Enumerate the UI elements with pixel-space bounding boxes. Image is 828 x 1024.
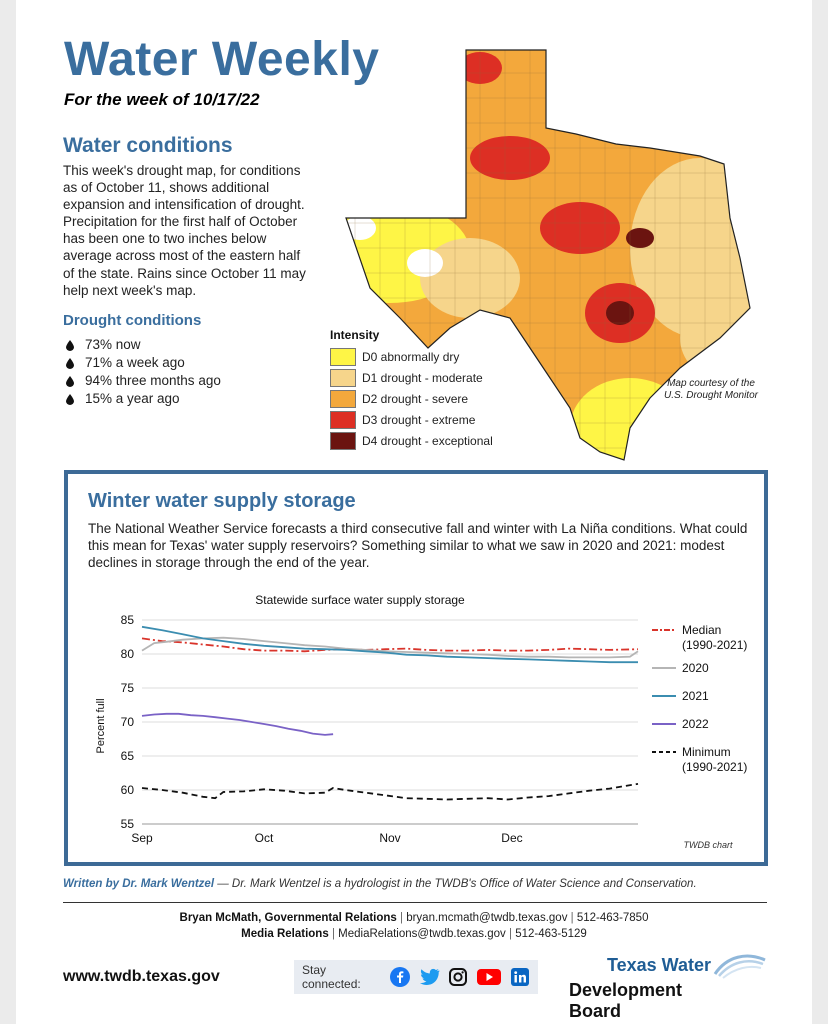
storage-heading: Winter water supply storage xyxy=(88,490,356,512)
twitter-icon[interactable] xyxy=(418,967,440,987)
stat-text: 73% now xyxy=(85,337,141,352)
storage-section: Winter water supply storage The National… xyxy=(64,470,768,866)
chart-grid xyxy=(142,619,638,825)
conditions-body: This week's drought map, for conditions … xyxy=(63,163,306,298)
series-line xyxy=(141,783,639,801)
legend-item-d1: D1 drought - moderate xyxy=(330,367,493,388)
separator: | xyxy=(400,912,403,924)
contact-phone: 512-463-7850 xyxy=(576,912,649,924)
instagram-icon[interactable] xyxy=(448,967,468,987)
drought-heading: Drought conditions xyxy=(63,312,202,329)
legend-label: 2021 xyxy=(682,689,709,703)
separator: | xyxy=(331,928,335,940)
linkedin-icon[interactable] xyxy=(510,967,530,987)
legend-item-d3: D3 drought - extreme xyxy=(330,409,493,430)
facebook-icon[interactable] xyxy=(390,967,410,987)
droplet-icon xyxy=(63,339,77,351)
legend-label: D1 drought - moderate xyxy=(362,370,483,385)
x-tick-label: Dec xyxy=(501,831,522,845)
series-line xyxy=(141,637,639,653)
author-note: — Dr. Mark Wentzel is a hydrologist in t… xyxy=(214,878,697,890)
legend-label: 2020 xyxy=(682,661,709,675)
list-item: 71% a week ago xyxy=(63,354,221,372)
legend-item-d2: D2 drought - severe xyxy=(330,388,493,409)
logo-line2: Development Board xyxy=(569,980,683,1021)
map-legend: Intensity D0 abnormally dry D1 drought -… xyxy=(330,328,493,451)
legend-item-d0: D0 abnormally dry xyxy=(330,346,493,367)
droplet-icon xyxy=(63,357,77,369)
x-tick-label: Nov xyxy=(379,831,400,845)
youtube-icon[interactable] xyxy=(476,967,502,987)
series-line xyxy=(141,625,638,664)
drought-stats-list: 73% now 71% a week ago 94% three months … xyxy=(63,336,221,408)
separator: | xyxy=(509,928,512,940)
contact-phone: 512-463-5129 xyxy=(515,928,587,940)
page-title: Water Weekly xyxy=(64,33,380,86)
chart-series xyxy=(141,625,639,801)
chart-yticks: 55 60 65 70 75 80 85 xyxy=(121,613,135,831)
series-line xyxy=(141,636,639,659)
contact-name: Bryan McMath, Governmental Relations xyxy=(179,912,397,924)
logo-line1: Texas Water xyxy=(606,955,711,975)
legend-label: D3 drought - extreme xyxy=(362,412,476,427)
y-tick-label: 55 xyxy=(121,817,135,831)
contact-email-link[interactable]: MediaRelations@twdb.texas.gov xyxy=(338,928,506,940)
droplet-icon xyxy=(63,393,77,405)
x-tick-label: Oct xyxy=(255,831,274,845)
social-bar: Stay connected: xyxy=(294,960,538,994)
stay-connected-label: Stay connected: xyxy=(302,963,361,991)
list-item: 15% a year ago xyxy=(63,390,221,408)
map-credit: Map courtesy of the U.S. Drought Monitor xyxy=(664,378,758,401)
y-tick-label: 80 xyxy=(121,647,135,661)
separator: | xyxy=(570,912,574,924)
droplet-icon xyxy=(63,375,77,387)
legend-title: Intensity xyxy=(330,328,380,342)
twdb-logo: Texas Water Development Board xyxy=(569,950,769,1021)
y-tick-label: 75 xyxy=(121,681,135,695)
conditions-heading: Water conditions xyxy=(63,134,233,157)
y-tick-label: 60 xyxy=(121,783,135,797)
divider xyxy=(63,902,767,903)
chart-credit: TWDB chart xyxy=(683,840,733,850)
chart-legend: Median(1990-2021)202020212022Minimum(199… xyxy=(652,623,747,774)
legend-label: (1990-2021) xyxy=(682,760,747,774)
stat-text: 15% a year ago xyxy=(85,391,180,406)
y-tick-label: 85 xyxy=(121,613,135,627)
contact-governmental: Bryan McMath, Governmental Relations | b… xyxy=(16,912,812,924)
storage-body: The National Weather Service forecasts a… xyxy=(88,521,748,570)
legend-label: 2022 xyxy=(682,717,709,731)
legend-label: D0 abnormally dry xyxy=(362,349,460,364)
page-subtitle: For the week of 10/17/22 xyxy=(64,90,260,109)
series-line xyxy=(141,712,334,736)
author-line: Written by Dr. Mark Wentzel — Dr. Mark W… xyxy=(63,878,697,890)
storage-chart: Statewide surface water supply storage P… xyxy=(95,593,747,850)
chart-xticks: Sep Oct Nov Dec xyxy=(131,831,522,845)
list-item: 94% three months ago xyxy=(63,372,221,390)
legend-label: Minimum xyxy=(682,745,731,759)
y-tick-label: 70 xyxy=(121,715,135,729)
stat-text: 94% three months ago xyxy=(85,373,221,388)
chart-title: Statewide surface water supply storage xyxy=(255,593,465,607)
legend-item-d4: D4 drought - exceptional xyxy=(330,430,493,451)
y-tick-label: 65 xyxy=(121,749,135,763)
stat-text: 71% a week ago xyxy=(85,355,185,370)
chart-ylabel: Percent full xyxy=(95,698,107,753)
contact-name: Media Relations xyxy=(241,928,329,940)
texas-drought-map xyxy=(345,49,751,461)
water-wave-icon xyxy=(713,954,766,979)
legend-label: D4 drought - exceptional xyxy=(362,433,493,448)
author-name: Written by Dr. Mark Wentzel xyxy=(63,878,215,890)
website-link[interactable]: www.twdb.texas.gov xyxy=(63,968,220,985)
list-item: 73% now xyxy=(63,336,221,354)
x-tick-label: Sep xyxy=(131,831,153,845)
contact-media: Media Relations | MediaRelations@twdb.te… xyxy=(16,928,812,940)
newsletter-page: Water Weekly For the week of 10/17/22 Wa… xyxy=(16,0,812,1024)
legend-label: D2 drought - severe xyxy=(362,391,469,406)
legend-label: Median xyxy=(682,623,721,637)
contact-email-link[interactable]: bryan.mcmath@twdb.texas.gov xyxy=(406,912,568,924)
legend-label: (1990-2021) xyxy=(682,638,747,652)
